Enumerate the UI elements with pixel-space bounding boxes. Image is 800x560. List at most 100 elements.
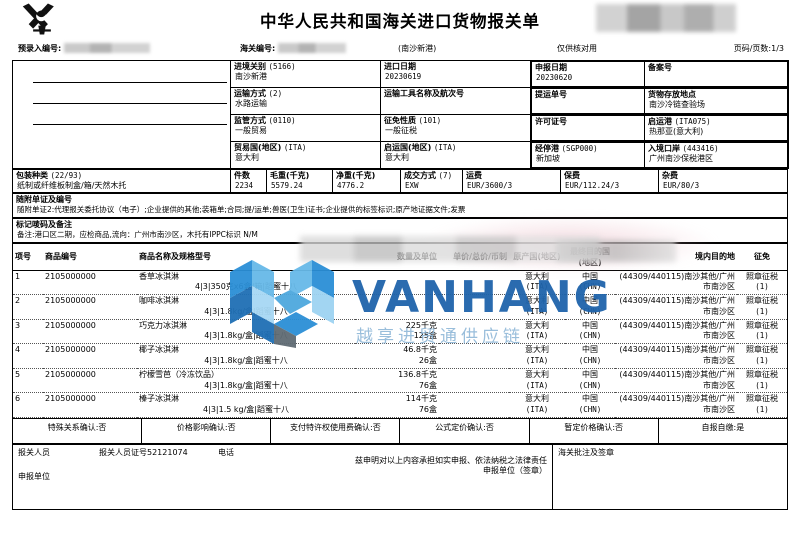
cell-final-dest: 中国 (CHN) bbox=[565, 294, 615, 320]
transport-mode-value: 水路运输 bbox=[235, 99, 267, 108]
cell-levy: 照章征税 (1) bbox=[737, 392, 788, 419]
legal-statement: 兹申明对以上内容承担如实申报、依法纳税之法律责任 bbox=[355, 456, 547, 466]
cell-goods-name: 柠檬雪芭（冷冻饮品） 4|3|1.8kg/盒|蹈蜜十八 bbox=[137, 368, 355, 394]
phone-label: 电话 bbox=[218, 448, 234, 458]
cell-hs-code: 2105000000 bbox=[43, 319, 137, 345]
final-dest-code-text: (CHN) bbox=[578, 380, 602, 390]
final-dest-code-text: (CHN) bbox=[578, 282, 602, 292]
trade-terms-value: EXW bbox=[405, 181, 419, 190]
origin-country-code-text: (ITA) bbox=[525, 405, 549, 415]
port-note: (南沙新港) bbox=[398, 44, 437, 53]
levy-text: 照章征税 bbox=[746, 345, 778, 355]
cell-inland-dest: (44309/440115)南沙其他/广州市南沙区 bbox=[615, 368, 737, 394]
goods-spec-text: 4|3|1.8kg/盒|蹈蜜十八 bbox=[204, 356, 288, 366]
marks-remarks-label: 标记唛码及备注 bbox=[16, 219, 72, 229]
final-dest-text: 中国 bbox=[582, 296, 598, 306]
origin-country-code-text: (ITA) bbox=[525, 282, 549, 292]
col-final-dest: 最终目的国(地区) bbox=[565, 242, 615, 271]
goods-name-text: 榛子冰淇淋 bbox=[139, 394, 179, 404]
quantity-primary: 46.8千克 bbox=[403, 345, 437, 355]
customs-note-cell: 海关批注及签章 bbox=[552, 444, 788, 511]
goods-header-row: 项号 商品编号 商品名称及规格型号 数量及单位 单价/总价/币制 原产国(地区)… bbox=[12, 242, 788, 271]
transport-mode-label: 运输方式 bbox=[234, 89, 266, 98]
table-row: 标记唛码及备注 备注:港口区二期，应检商品,流向：广州市南沙区，木托有IPPC标… bbox=[12, 217, 788, 243]
quantity-secondary: 76盒 bbox=[418, 405, 437, 415]
final-dest-code-text: (CHN) bbox=[578, 331, 602, 341]
levy-code-text: (1) bbox=[755, 331, 769, 341]
quantity-secondary: 76盒 bbox=[418, 380, 437, 390]
customs-emblem-icon bbox=[22, 3, 54, 35]
levy-nature-value: 一般征税 bbox=[385, 126, 417, 135]
transport-mode-cell: 运输方式 (2) 水路运输 bbox=[230, 87, 381, 115]
import-date-value: 20230619 bbox=[385, 72, 422, 81]
redacted-title-field bbox=[596, 4, 736, 32]
final-dest-text: 中国 bbox=[582, 394, 598, 404]
goods-spec-text: 4|3|1.8kg/盒|蹈蜜十八 bbox=[204, 331, 288, 341]
page-header: 中华人民共和国海关进口货物报关单 bbox=[12, 0, 788, 38]
table-row: 5 2105000000 柠檬雪芭（冷冻饮品） 4|3|1.8kg/盒|蹈蜜十八 136… bbox=[12, 368, 788, 394]
pre-entry-number-field: 预录入编号: bbox=[18, 43, 151, 54]
cell-quantity: 225千克 125盒 bbox=[355, 319, 439, 345]
attached-documents-cell: 随附单证及编号 随附单证2:代理报关委托协议（电子）;企业提供的其他;装箱单;合… bbox=[12, 193, 788, 218]
cell-price bbox=[439, 392, 509, 419]
final-dest-text: 中国 bbox=[582, 320, 598, 330]
col-price: 单价/总价/币制 bbox=[439, 242, 509, 271]
confirm-price-influence: 价格影响确认:否 bbox=[141, 418, 272, 445]
transit-port-value: 新加坡 bbox=[536, 154, 560, 163]
cell-price bbox=[439, 319, 509, 345]
signature-table: 报关人员 报关人员证号52121074 电话 申报单位 兹申明对以上内容承担如实… bbox=[12, 444, 788, 511]
departure-port-value: 热那亚(意大利) bbox=[649, 127, 704, 136]
net-weight-cell: 净重(千克) 4776.2 bbox=[332, 169, 401, 193]
cell-item-no: 1 bbox=[12, 270, 43, 296]
confirmations-table: 特殊关系确认:否 价格影响确认:否 支付特许权使用费确认:否 公式定价确认:否 … bbox=[11, 418, 789, 445]
freight-label: 运费 bbox=[466, 171, 482, 180]
cell-inland-dest: (44309/440115)南沙其他/广州市南沙区 bbox=[615, 392, 737, 419]
confirm-formula-pricing: 公式定价确认:否 bbox=[399, 418, 530, 445]
cell-levy: 照章征税 (1) bbox=[737, 319, 788, 345]
goods-name-text: 巧克力冰淇淋 bbox=[139, 320, 187, 330]
table-row: 特殊关系确认:否 价格影响确认:否 支付特许权使用费确认:否 公式定价确认:否 … bbox=[11, 418, 789, 445]
cell-price bbox=[439, 343, 509, 369]
origin-country-cell: 启运国(地区) (ITA) 意大利 bbox=[380, 141, 531, 169]
freight-value: EUR/3600/3 bbox=[467, 181, 513, 190]
quantity-secondary: 125盒 bbox=[413, 331, 437, 341]
package-type-label: 包装种类 bbox=[16, 171, 48, 180]
declare-date-cell: 申报日期 20230620 备案号 bbox=[530, 60, 789, 88]
cell-item-no: 5 bbox=[12, 368, 43, 394]
package-type-cell: 包装种类 (22/93) 纸制或纤维板制盒/箱/天然木托 bbox=[12, 169, 231, 193]
misc-fee-value: EUR/80/3 bbox=[663, 181, 700, 190]
gross-weight-label: 毛重(千克) bbox=[270, 171, 310, 180]
trade-country-label: 贸易国(地区) bbox=[234, 143, 282, 152]
levy-text: 照章征税 bbox=[746, 369, 778, 379]
origin-country-code-text: (ITA) bbox=[525, 306, 549, 316]
redacted-customs-value bbox=[278, 43, 347, 53]
import-date-label: 进口日期 bbox=[384, 62, 416, 71]
origin-country-code-text: (ITA) bbox=[525, 356, 549, 366]
final-dest-code-text: (CHN) bbox=[578, 306, 602, 316]
parties-cell bbox=[12, 60, 231, 169]
pieces-label: 件数 bbox=[234, 171, 250, 180]
goods-spec-text: 4|3|1.8kg/盒|蹈蜜十八 bbox=[204, 306, 288, 316]
cell-inland-dest: (44309/440115)南沙其他/广州市南沙区 bbox=[615, 319, 737, 345]
trade-country-cell: 贸易国(地区) (ITA) 意大利 bbox=[230, 141, 381, 169]
transit-port-cell: 经停港 (SGP000) 新加坡 入境口岸 (443416) 广州南沙保税港区 bbox=[530, 141, 789, 169]
cell-origin-country: 意大利 (ITA) bbox=[509, 368, 565, 394]
trade-terms-cell: 成交方式 (7) EXW bbox=[400, 169, 463, 193]
departure-port-label: 启运港 bbox=[648, 117, 672, 126]
redacted-pre-entry-value bbox=[64, 43, 151, 53]
cell-final-dest: 中国 (CHN) bbox=[565, 319, 615, 345]
levy-text: 照章征税 bbox=[746, 320, 778, 330]
table-row: 进境关别 (5166) 南沙新港 进口日期 20230619 申报日期 2023… bbox=[12, 60, 789, 169]
table-row: 包装种类 (22/93) 纸制或纤维板制盒/箱/天然木托 件数 2234 毛重(… bbox=[12, 169, 788, 193]
trade-terms-code: (7) bbox=[438, 171, 453, 180]
cell-origin-country: 意大利 (ITA) bbox=[509, 270, 565, 296]
packing-fees-table: 包装种类 (22/93) 纸制或纤维板制盒/箱/天然木托 件数 2234 毛重(… bbox=[12, 169, 788, 193]
supervision-cell: 监管方式 (0110) 一般贸易 bbox=[230, 114, 381, 142]
cell-goods-name: 咖啡冰淇淋 4|3|1.8kg/盒|蹈蜜十八 bbox=[137, 294, 355, 320]
insurance-cell: 保费 EUR/112.24/3 bbox=[560, 169, 659, 193]
cell-goods-name: 香草冰淇淋 4|3|350克x6盒/箱|蹈蜜十八 bbox=[137, 270, 355, 296]
goods-spec-text: 4|3|350克x6盒/箱|蹈蜜十八 bbox=[194, 282, 298, 292]
declarant-label: 报关人员 bbox=[18, 448, 50, 458]
cell-item-no: 4 bbox=[12, 343, 43, 369]
cell-final-dest: 中国 (CHN) bbox=[565, 392, 615, 419]
